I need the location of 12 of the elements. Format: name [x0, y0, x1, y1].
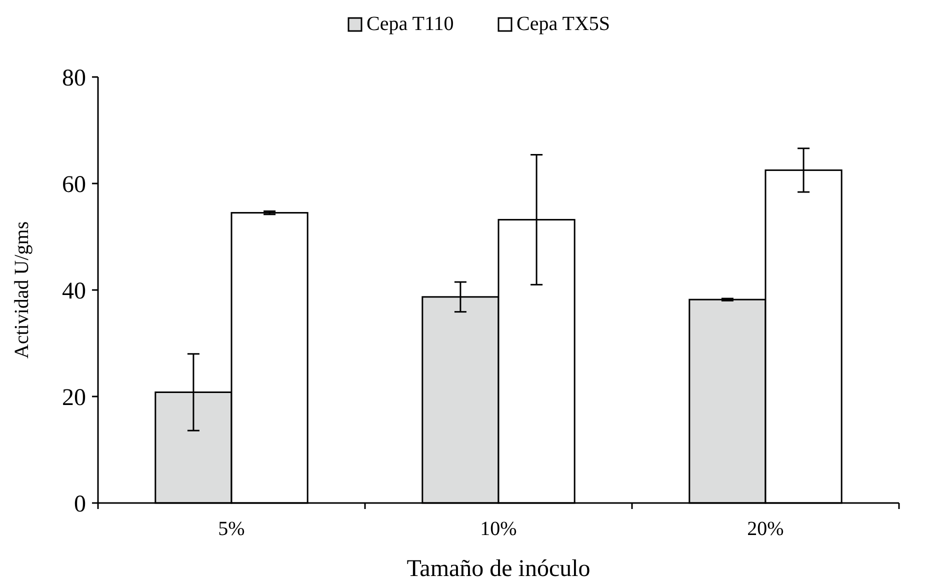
- y-axis-title: Actividad U/gms: [11, 221, 33, 359]
- y-tick-label: 20: [62, 384, 86, 411]
- legend-label: Cepa TX5S: [516, 13, 610, 35]
- y-tick-label: 0: [74, 491, 86, 518]
- legend-label: Cepa T110: [366, 13, 454, 35]
- y-tick-label: 40: [62, 278, 86, 304]
- x-tick-label: 20%: [747, 518, 784, 540]
- x-tick-label: 5%: [218, 518, 245, 540]
- y-tick-label: 60: [62, 172, 86, 198]
- y-tick-label: 80: [62, 65, 86, 92]
- x-axis-title: Tamaño de inóculo: [406, 556, 590, 582]
- x-tick-label: 10%: [480, 518, 517, 540]
